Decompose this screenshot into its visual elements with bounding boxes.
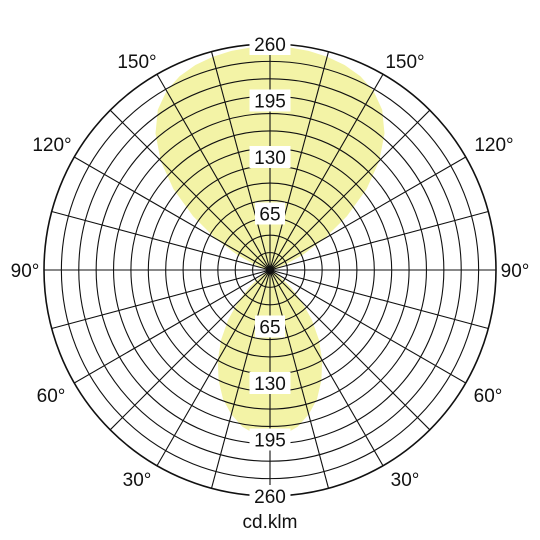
- grid-spoke: [269, 269, 330, 489]
- grid-spoke: [156, 74, 271, 271]
- radial-label-lower: 260: [254, 487, 286, 508]
- grid-spoke: [74, 156, 271, 271]
- unit-label: cd.klm: [243, 512, 298, 533]
- grid-spoke: [269, 74, 384, 271]
- radial-label-lower: 130: [254, 374, 286, 395]
- radial-label-upper: 130: [254, 148, 286, 169]
- radial-label-lower-bg: [249, 485, 291, 507]
- radial-label-upper: 195: [254, 92, 286, 113]
- angle-label-120-left: 120°: [32, 135, 71, 156]
- radial-label-lower-bg: [249, 372, 291, 394]
- radial-label-lower-bg: [255, 315, 285, 338]
- radial-label-lower: 65: [259, 318, 280, 339]
- angle-label-60-right: 60°: [474, 386, 503, 407]
- grid-spoke: [269, 269, 489, 330]
- radial-label-lower: 195: [254, 431, 286, 452]
- grid-spoke: [51, 210, 271, 271]
- grid-spoke: [156, 269, 271, 466]
- angle-label-150-right: 150°: [385, 52, 424, 73]
- radial-label-upper-bg: [249, 146, 291, 168]
- radial-label-lower-bg: [249, 428, 291, 451]
- angle-label-30-left: 30°: [123, 470, 152, 491]
- radial-label-upper: 65: [259, 205, 280, 226]
- angle-label-150-left: 150°: [117, 52, 156, 73]
- radial-tick-labels: 260 195 130 65 65 130 195 260: [249, 33, 291, 508]
- radial-label-upper-bg: [255, 202, 285, 225]
- grid-spoke: [269, 51, 330, 271]
- angle-label-90-right: 90°: [501, 261, 530, 282]
- radial-label-upper-bg: [249, 33, 291, 55]
- grid-spoke: [269, 109, 431, 271]
- angle-label-120-right: 120°: [474, 135, 513, 156]
- radial-label-upper: 260: [254, 35, 286, 56]
- grid-spoke: [269, 210, 489, 271]
- grid-spoke: [269, 269, 431, 431]
- angle-label-90-left: 90°: [11, 261, 40, 282]
- grid-spoke: [269, 269, 466, 384]
- grid-spoke: [51, 269, 271, 330]
- angle-label-30-right: 30°: [391, 470, 420, 491]
- center-hub: [266, 266, 274, 274]
- angle-label-60-left: 60°: [37, 386, 66, 407]
- grid-spoke: [210, 269, 271, 489]
- grid-spoke: [109, 269, 271, 431]
- grid-spoke: [269, 156, 466, 271]
- grid-spoke: [269, 269, 384, 466]
- grid-spoke: [109, 109, 271, 271]
- radial-label-upper-bg: [249, 89, 291, 112]
- grid-spoke: [74, 269, 271, 384]
- grid-spoke: [210, 51, 271, 271]
